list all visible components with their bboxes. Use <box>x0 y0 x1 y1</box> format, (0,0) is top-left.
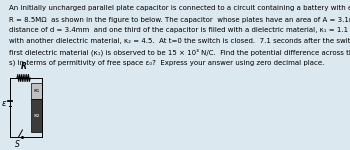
Text: ε: ε <box>2 99 6 108</box>
Text: S: S <box>15 140 20 149</box>
Text: R: R <box>21 62 27 71</box>
Bar <box>31 83 42 99</box>
Text: R = 8.5MΩ  as shown in the figure to below. The capacitor  whose plates have an : R = 8.5MΩ as shown in the figure to belo… <box>8 16 350 23</box>
Text: with another dielectric material, κ₂ = 4.5.  At t=0 the switch is closed.  7.1 s: with another dielectric material, κ₂ = 4… <box>8 38 350 44</box>
Bar <box>31 99 42 132</box>
Text: s) in terms of permitivity of free space ε₀?  Express your answer using zero dec: s) in terms of permitivity of free space… <box>8 60 324 66</box>
Text: κ₂: κ₂ <box>34 113 40 118</box>
Text: distance of d = 3.4mm  and one third of the capacitor is filled with a dielectri: distance of d = 3.4mm and one third of t… <box>8 27 350 33</box>
Text: κ₁: κ₁ <box>34 88 40 93</box>
Text: An initially uncharged parallel plate capacitor is connected to a circuit contai: An initially uncharged parallel plate ca… <box>8 5 350 11</box>
Text: first dielectric material (κ₁) is observed to be 15 × 10³ N/C.  Find the potenti: first dielectric material (κ₁) is observ… <box>8 49 350 56</box>
